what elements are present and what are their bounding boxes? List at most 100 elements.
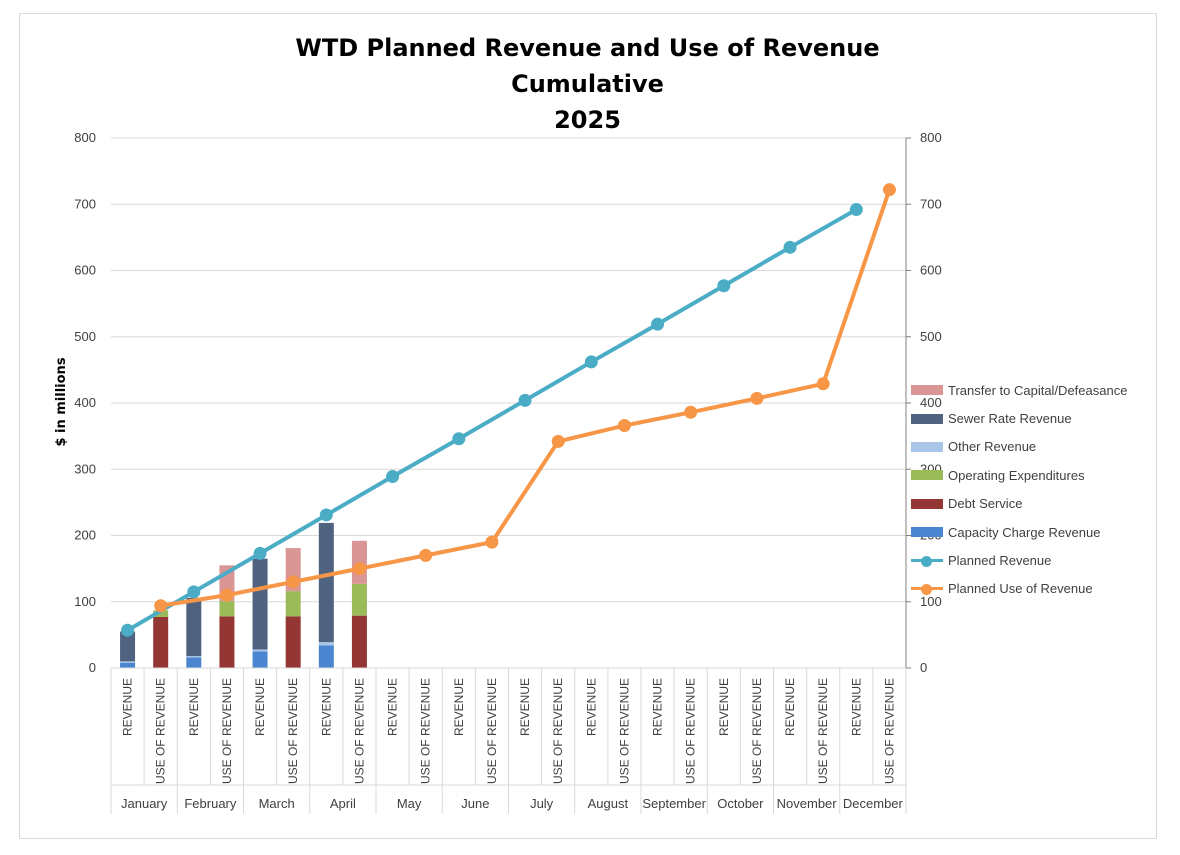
legend-label: Transfer to Capital/Defeasance	[948, 382, 1128, 398]
point-planned-use-of-revenue	[750, 391, 764, 405]
point-planned-revenue	[651, 317, 665, 331]
bar-segment-other-revenue	[318, 642, 334, 646]
point-planned-revenue	[187, 585, 201, 599]
legend-label: Operating Expenditures	[948, 467, 1085, 483]
point-planned-revenue	[849, 203, 863, 217]
legend: Transfer to Capital/Defeasance Sewer Rate…	[911, 376, 1161, 603]
x-subcategory-label-use-of-revenue: USE OF REVENUE	[286, 678, 300, 784]
x-subcategory-label-use-of-revenue: USE OF REVENUE	[352, 678, 366, 784]
bar-segment-operating-expenditures	[153, 610, 169, 617]
legend-item: Capacity Charge Revenue	[911, 518, 1161, 546]
point-planned-revenue	[319, 508, 333, 522]
legend-line-marker	[911, 555, 943, 567]
legend-label: Sewer Rate Revenue	[948, 411, 1072, 427]
legend-swatch	[911, 441, 943, 452]
line-planned-use-of-revenue	[160, 189, 892, 608]
y-tick-label-left: 400	[74, 395, 96, 410]
legend-label: Planned Use of Revenue	[948, 581, 1093, 597]
legend-item: Operating Expenditures	[911, 461, 1161, 489]
x-month-label: March	[259, 796, 295, 811]
point-planned-revenue	[717, 279, 731, 293]
y-axis-label: $ in millions	[54, 357, 69, 446]
point-planned-use-of-revenue	[352, 562, 366, 576]
x-subcategory-label-revenue: REVENUE	[187, 678, 201, 736]
legend-item: Debt Service	[911, 490, 1161, 518]
legend-label: Planned Revenue	[948, 553, 1052, 569]
x-subcategory-label-revenue: REVENUE	[783, 678, 797, 736]
x-month-label: December	[843, 796, 904, 811]
x-subcategory-label-use-of-revenue: USE OF REVENUE	[220, 678, 234, 784]
bar-segment-sewer-rate-revenue	[120, 631, 136, 662]
y-tick-label-right: 700	[920, 196, 942, 211]
y-tick-label-left: 700	[74, 196, 96, 211]
x-month-label: January	[121, 796, 168, 811]
bar-segment-capacity-charge-revenue	[186, 657, 202, 668]
y-tick-label-right: 500	[920, 329, 942, 344]
legend-item: Other Revenue	[911, 433, 1161, 461]
axes: 0010010020020030030040040050050060060070…	[74, 130, 942, 814]
legend-item: Planned Use of Revenue	[911, 575, 1161, 603]
bar-segment-operating-expenditures	[351, 583, 367, 616]
bar-segment-capacity-charge-revenue	[252, 651, 268, 668]
x-subcategory-label-use-of-revenue: USE OF REVENUE	[882, 678, 896, 784]
y-tick-label-right: 600	[920, 263, 942, 278]
chart-title-line-1: WTD Planned Revenue and Use of Revenue	[295, 34, 880, 62]
stacked-bars	[120, 522, 367, 668]
legend-line-marker	[911, 583, 943, 595]
bar-segment-capacity-charge-revenue	[318, 645, 334, 668]
point-planned-use-of-revenue	[882, 183, 896, 197]
legend-label: Capacity Charge Revenue	[948, 524, 1101, 540]
point-planned-use-of-revenue	[220, 588, 234, 602]
legend-swatch	[911, 413, 943, 424]
x-subcategory-label-revenue: REVENUE	[651, 678, 665, 736]
legend-item: Transfer to Capital/Defeasance	[911, 376, 1161, 404]
bar-segment-sewer-rate-revenue	[318, 522, 334, 643]
y-tick-label-right: 800	[920, 130, 942, 145]
chart-frame	[19, 13, 1157, 839]
bar-segment-capacity-charge-revenue	[120, 662, 136, 668]
legend-item: Sewer Rate Revenue	[911, 404, 1161, 432]
x-subcategory-label-use-of-revenue: USE OF REVENUE	[617, 678, 631, 784]
x-subcategory-label-use-of-revenue: USE OF REVENUE	[551, 678, 565, 784]
x-month-label: May	[397, 796, 422, 811]
x-subcategory-label-use-of-revenue: USE OF REVENUE	[419, 678, 433, 784]
y-tick-label-left: 600	[74, 263, 96, 278]
legend-swatch	[911, 498, 943, 509]
point-planned-revenue	[783, 240, 797, 254]
x-subcategory-label-revenue: REVENUE	[717, 678, 731, 736]
point-planned-use-of-revenue	[551, 434, 565, 448]
x-subcategory-label-revenue: REVENUE	[319, 678, 333, 736]
x-subcategory-label-revenue: REVENUE	[253, 678, 267, 736]
legend-item: Planned Revenue	[911, 546, 1161, 574]
point-planned-revenue	[121, 623, 135, 637]
point-planned-use-of-revenue	[286, 575, 300, 589]
x-subcategory-label-revenue: REVENUE	[452, 678, 466, 736]
x-month-label: October	[717, 796, 764, 811]
point-planned-revenue	[386, 470, 400, 484]
bar-segment-other-revenue	[252, 649, 268, 652]
y-tick-label-left: 0	[89, 660, 96, 675]
y-tick-label-left: 200	[74, 528, 96, 543]
bar-segment-debt-service	[285, 616, 301, 668]
legend-swatch	[911, 527, 943, 538]
legend-label: Other Revenue	[948, 439, 1037, 455]
x-month-label: April	[330, 796, 356, 811]
chart-title: WTD Planned Revenue and Use of Revenue C…	[0, 30, 1175, 138]
x-subcategory-label-use-of-revenue: USE OF REVENUE	[684, 678, 698, 784]
gridlines	[111, 137, 906, 603]
x-month-label: June	[461, 796, 489, 811]
y-tick-label-left: 800	[74, 130, 96, 145]
bar-segment-sewer-rate-revenue	[252, 558, 268, 650]
chart-title-line-3: 2025	[554, 106, 621, 134]
x-subcategory-label-use-of-revenue: USE OF REVENUE	[750, 678, 764, 784]
x-subcategory-label-use-of-revenue: USE OF REVENUE	[816, 678, 830, 784]
y-tick-label-left: 300	[74, 461, 96, 476]
bar-segment-debt-service	[153, 616, 169, 668]
point-planned-use-of-revenue	[419, 548, 433, 562]
x-month-label: August	[588, 796, 629, 811]
x-month-label: November	[777, 796, 838, 811]
point-planned-use-of-revenue	[485, 535, 499, 549]
bar-segment-other-revenue	[186, 656, 202, 658]
y-tick-label-left: 100	[74, 594, 96, 609]
